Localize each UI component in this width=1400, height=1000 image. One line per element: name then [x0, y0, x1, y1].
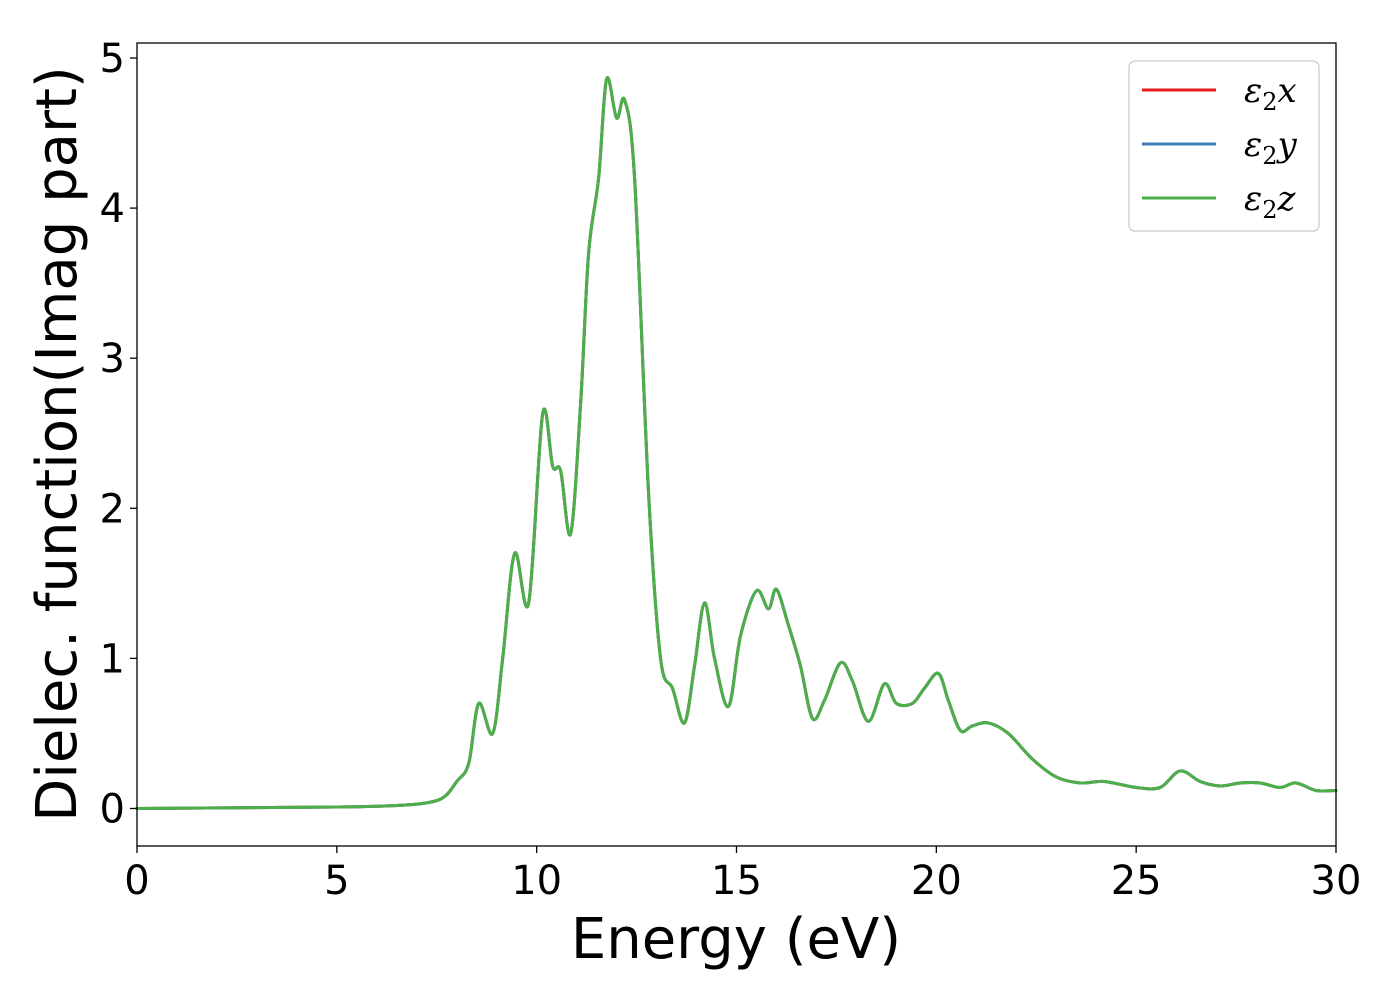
- y-tick-label: 0: [100, 786, 125, 832]
- legend-label-2: ε2y: [1244, 125, 1298, 170]
- x-tick-label: 0: [124, 858, 149, 904]
- x-tick-label: 15: [711, 858, 762, 904]
- y-tick-label: 4: [100, 186, 125, 232]
- legend-box: [1128, 60, 1320, 232]
- x-axis-ticks: 0 5 10 15 20 25 30: [124, 846, 1361, 904]
- y-tick-label: 5: [100, 36, 125, 82]
- x-axis-label: Energy (eV): [571, 907, 901, 972]
- y-tick-label: 1: [100, 636, 125, 682]
- legend-label-1: ε2x: [1244, 71, 1297, 116]
- x-tick-label: 10: [511, 858, 562, 904]
- y-tick-label: 3: [100, 336, 125, 382]
- series-line-3: [135, 76, 1338, 810]
- x-tick-label: 25: [1111, 858, 1162, 904]
- legend: ε2x ε2y ε2z: [1128, 60, 1320, 232]
- y-tick-label: 2: [100, 486, 125, 532]
- y-axis-label: Dielec. function(Imag part): [25, 66, 90, 822]
- legend-label-3: ε2z: [1244, 179, 1297, 224]
- series-lines: [135, 76, 1338, 810]
- x-tick-label: 30: [1311, 858, 1362, 904]
- y-axis-ticks: 0 1 2 3 4 5: [100, 36, 137, 832]
- x-tick-label: 20: [911, 858, 962, 904]
- x-tick-label: 5: [324, 858, 349, 904]
